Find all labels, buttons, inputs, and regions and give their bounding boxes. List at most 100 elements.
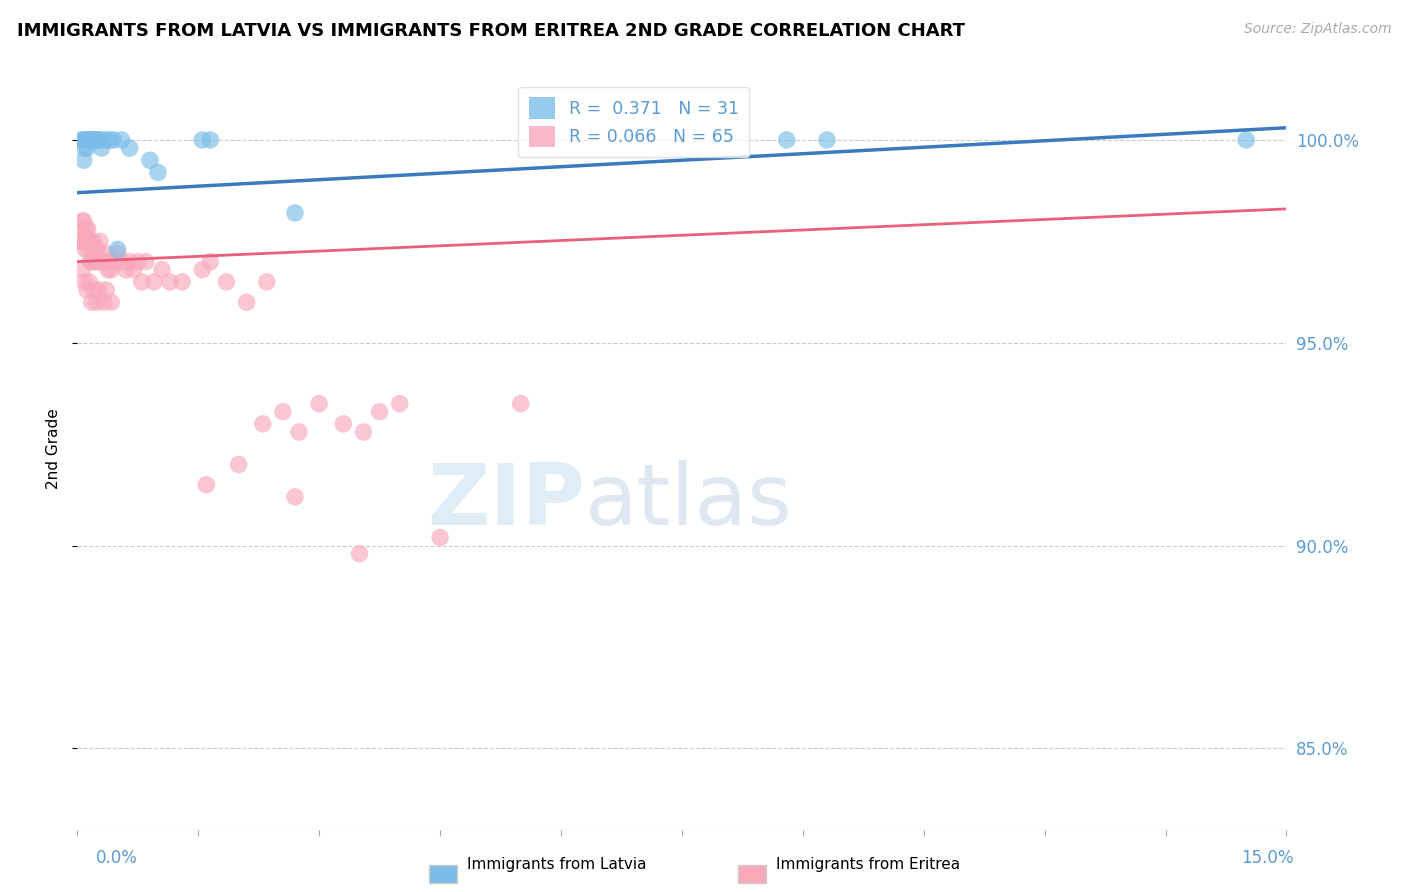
Point (86, 254, 108, 268)
Point (353, 425, 375, 439)
Point (252, 417, 274, 431)
Point (90, 141, 112, 155)
Point (288, 425, 311, 439)
Point (146, 165, 169, 179)
Point (80, 254, 103, 268)
Point (200, 133, 222, 147)
Point (76, 235, 98, 249)
Point (271, 405, 294, 419)
Text: Immigrants from Latvia: Immigrants from Latvia (467, 857, 647, 872)
Point (80, 295, 103, 310)
Point (284, 490, 307, 504)
Point (509, 396, 531, 410)
Point (80, 133, 103, 147)
Point (131, 275, 153, 289)
Text: ZIP: ZIP (427, 460, 585, 543)
Point (284, 206, 307, 220)
Text: atlas: atlas (585, 460, 793, 543)
Point (70, 262, 93, 277)
Point (76, 141, 98, 155)
Point (349, 547, 371, 561)
Point (195, 477, 218, 491)
Point (75, 133, 97, 147)
Point (73, 141, 96, 155)
Point (97, 262, 120, 277)
Point (70, 133, 93, 147)
Y-axis label: 2nd Grade: 2nd Grade (46, 408, 62, 489)
Text: Source: ZipAtlas.com: Source: ZipAtlas.com (1244, 22, 1392, 37)
Point (139, 153, 162, 168)
Point (191, 133, 214, 147)
Point (96, 283, 118, 297)
Point (107, 243, 129, 257)
Point (87, 254, 110, 268)
Point (82, 235, 104, 249)
Point (86, 133, 108, 147)
Point (70, 222, 93, 236)
Point (388, 396, 411, 410)
Point (100, 262, 122, 277)
Point (75, 243, 97, 257)
Point (70, 214, 93, 228)
Point (100, 295, 122, 310)
Legend: R =  0.371   N = 31, R = 0.066   N = 65: R = 0.371 N = 31, R = 0.066 N = 65 (519, 87, 749, 157)
Point (122, 262, 145, 277)
Point (107, 246, 129, 260)
Point (86, 295, 108, 310)
Point (98, 254, 121, 268)
Point (90, 254, 112, 268)
Point (815, 133, 838, 147)
Point (79, 254, 101, 268)
Point (89, 133, 111, 147)
Point (79, 235, 101, 249)
Point (776, 133, 799, 147)
Point (150, 262, 173, 277)
Point (69, 235, 91, 249)
Point (75, 133, 97, 147)
Point (76, 133, 98, 147)
Text: 0.0%: 0.0% (96, 849, 138, 867)
Point (94, 246, 117, 260)
Point (118, 254, 141, 268)
Point (83, 283, 105, 297)
Point (80, 235, 103, 249)
Point (98, 133, 121, 147)
Point (111, 133, 134, 147)
Point (82, 133, 104, 147)
Point (86, 243, 108, 257)
Text: IMMIGRANTS FROM LATVIA VS IMMIGRANTS FROM ERITREA 2ND GRADE CORRELATION CHART: IMMIGRANTS FROM LATVIA VS IMMIGRANTS FRO… (17, 22, 965, 40)
Point (127, 254, 149, 268)
Point (135, 254, 157, 268)
Point (118, 141, 141, 155)
Point (191, 262, 214, 277)
Point (228, 458, 250, 472)
Point (76, 222, 98, 236)
Point (73, 235, 96, 249)
Point (1234, 133, 1257, 147)
Point (80, 133, 103, 147)
Point (72, 235, 94, 249)
Point (89, 235, 111, 249)
Point (72, 133, 94, 147)
Point (93, 295, 115, 310)
Point (215, 275, 238, 289)
Point (332, 417, 354, 431)
Point (235, 295, 257, 310)
Point (368, 405, 391, 419)
Point (82, 254, 104, 268)
Point (76, 283, 98, 297)
Point (308, 396, 330, 410)
Point (77, 243, 100, 257)
Point (79, 275, 101, 289)
Point (429, 531, 451, 545)
Point (73, 275, 96, 289)
Point (103, 254, 125, 268)
Point (84, 243, 107, 257)
Point (91, 254, 114, 268)
Point (94, 133, 117, 147)
Point (159, 275, 181, 289)
Point (142, 275, 165, 289)
Point (75, 222, 97, 236)
Point (103, 133, 125, 147)
Point (79, 133, 101, 147)
